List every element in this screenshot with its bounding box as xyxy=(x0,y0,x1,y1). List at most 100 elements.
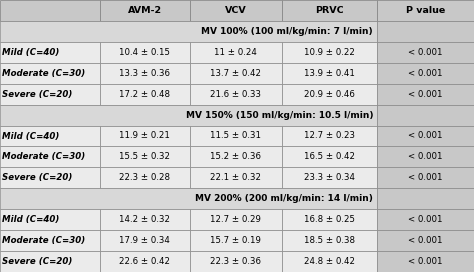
Text: 10.4 ± 0.15: 10.4 ± 0.15 xyxy=(119,48,170,57)
Text: 23.3 ± 0.34: 23.3 ± 0.34 xyxy=(304,173,355,182)
Bar xyxy=(0,126,100,146)
Bar xyxy=(100,63,190,84)
Bar xyxy=(0,105,377,126)
Bar xyxy=(190,84,282,105)
Bar xyxy=(377,63,474,84)
Text: AVM-2: AVM-2 xyxy=(128,6,162,15)
Bar xyxy=(100,167,190,188)
Text: 18.5 ± 0.38: 18.5 ± 0.38 xyxy=(304,236,355,245)
Bar xyxy=(100,126,190,146)
Text: < 0.001: < 0.001 xyxy=(408,131,443,141)
Text: 21.6 ± 0.33: 21.6 ± 0.33 xyxy=(210,90,261,99)
Text: < 0.001: < 0.001 xyxy=(408,173,443,182)
Text: 13.7 ± 0.42: 13.7 ± 0.42 xyxy=(210,69,261,78)
Bar xyxy=(0,146,100,167)
Text: 12.7 ± 0.29: 12.7 ± 0.29 xyxy=(210,215,261,224)
Text: < 0.001: < 0.001 xyxy=(408,152,443,161)
Text: MV 150% (150 ml/kg/min: 10.5 l/min): MV 150% (150 ml/kg/min: 10.5 l/min) xyxy=(185,111,373,120)
Bar xyxy=(282,167,377,188)
Bar xyxy=(0,251,100,272)
Text: < 0.001: < 0.001 xyxy=(408,48,443,57)
Bar xyxy=(377,105,474,126)
Bar xyxy=(190,146,282,167)
Text: Severe (C=20): Severe (C=20) xyxy=(2,257,72,266)
Bar xyxy=(377,209,474,230)
Text: 22.6 ± 0.42: 22.6 ± 0.42 xyxy=(119,257,170,266)
Bar xyxy=(0,0,100,21)
Text: 14.2 ± 0.32: 14.2 ± 0.32 xyxy=(119,215,170,224)
Text: 13.9 ± 0.41: 13.9 ± 0.41 xyxy=(304,69,355,78)
Bar xyxy=(100,0,190,21)
Text: 11.5 ± 0.31: 11.5 ± 0.31 xyxy=(210,131,261,141)
Bar xyxy=(377,42,474,63)
Text: P value: P value xyxy=(406,6,445,15)
Bar xyxy=(0,42,100,63)
Bar xyxy=(190,0,282,21)
Bar xyxy=(0,167,100,188)
Text: VCV: VCV xyxy=(225,6,246,15)
Bar xyxy=(377,188,474,209)
Bar xyxy=(100,42,190,63)
Text: 15.5 ± 0.32: 15.5 ± 0.32 xyxy=(119,152,170,161)
Text: Moderate (C=30): Moderate (C=30) xyxy=(2,152,85,161)
Text: Severe (C=20): Severe (C=20) xyxy=(2,90,72,99)
Text: Moderate (C=30): Moderate (C=30) xyxy=(2,236,85,245)
Bar xyxy=(0,209,100,230)
Text: 17.9 ± 0.34: 17.9 ± 0.34 xyxy=(119,236,170,245)
Text: 10.9 ± 0.22: 10.9 ± 0.22 xyxy=(304,48,355,57)
Bar xyxy=(377,251,474,272)
Bar xyxy=(0,188,377,209)
Bar xyxy=(377,126,474,146)
Text: < 0.001: < 0.001 xyxy=(408,215,443,224)
Bar xyxy=(100,84,190,105)
Bar xyxy=(190,167,282,188)
Bar xyxy=(282,63,377,84)
Text: MV 100% (100 ml/kg/min: 7 l/min): MV 100% (100 ml/kg/min: 7 l/min) xyxy=(201,27,373,36)
Text: PRVC: PRVC xyxy=(315,6,344,15)
Bar xyxy=(0,63,100,84)
Text: < 0.001: < 0.001 xyxy=(408,69,443,78)
Bar xyxy=(190,209,282,230)
Text: 12.7 ± 0.23: 12.7 ± 0.23 xyxy=(304,131,355,141)
Text: 17.2 ± 0.48: 17.2 ± 0.48 xyxy=(119,90,170,99)
Bar xyxy=(190,63,282,84)
Bar xyxy=(190,251,282,272)
Text: 16.8 ± 0.25: 16.8 ± 0.25 xyxy=(304,215,355,224)
Bar xyxy=(377,167,474,188)
Text: 22.3 ± 0.36: 22.3 ± 0.36 xyxy=(210,257,261,266)
Text: < 0.001: < 0.001 xyxy=(408,90,443,99)
Bar xyxy=(100,209,190,230)
Text: 22.1 ± 0.32: 22.1 ± 0.32 xyxy=(210,173,261,182)
Text: MV 200% (200 ml/kg/min: 14 l/min): MV 200% (200 ml/kg/min: 14 l/min) xyxy=(195,194,373,203)
Text: 22.3 ± 0.28: 22.3 ± 0.28 xyxy=(119,173,170,182)
Bar xyxy=(190,230,282,251)
Bar xyxy=(282,126,377,146)
Bar xyxy=(282,146,377,167)
Bar xyxy=(377,84,474,105)
Text: 16.5 ± 0.42: 16.5 ± 0.42 xyxy=(304,152,355,161)
Bar xyxy=(100,251,190,272)
Text: Moderate (C=30): Moderate (C=30) xyxy=(2,69,85,78)
Bar xyxy=(282,42,377,63)
Bar xyxy=(100,146,190,167)
Text: 15.7 ± 0.19: 15.7 ± 0.19 xyxy=(210,236,261,245)
Bar xyxy=(282,0,377,21)
Text: 20.9 ± 0.46: 20.9 ± 0.46 xyxy=(304,90,355,99)
Text: Mild (C=40): Mild (C=40) xyxy=(2,48,59,57)
Text: < 0.001: < 0.001 xyxy=(408,257,443,266)
Text: 13.3 ± 0.36: 13.3 ± 0.36 xyxy=(119,69,170,78)
Text: Mild (C=40): Mild (C=40) xyxy=(2,131,59,141)
Text: Severe (C=20): Severe (C=20) xyxy=(2,173,72,182)
Text: < 0.001: < 0.001 xyxy=(408,236,443,245)
Text: 11 ± 0.24: 11 ± 0.24 xyxy=(214,48,257,57)
Bar xyxy=(100,230,190,251)
Bar xyxy=(190,42,282,63)
Text: 15.2 ± 0.36: 15.2 ± 0.36 xyxy=(210,152,261,161)
Bar xyxy=(282,230,377,251)
Bar xyxy=(282,251,377,272)
Bar xyxy=(0,84,100,105)
Bar xyxy=(377,21,474,42)
Bar xyxy=(377,230,474,251)
Bar xyxy=(377,0,474,21)
Text: 24.8 ± 0.42: 24.8 ± 0.42 xyxy=(304,257,355,266)
